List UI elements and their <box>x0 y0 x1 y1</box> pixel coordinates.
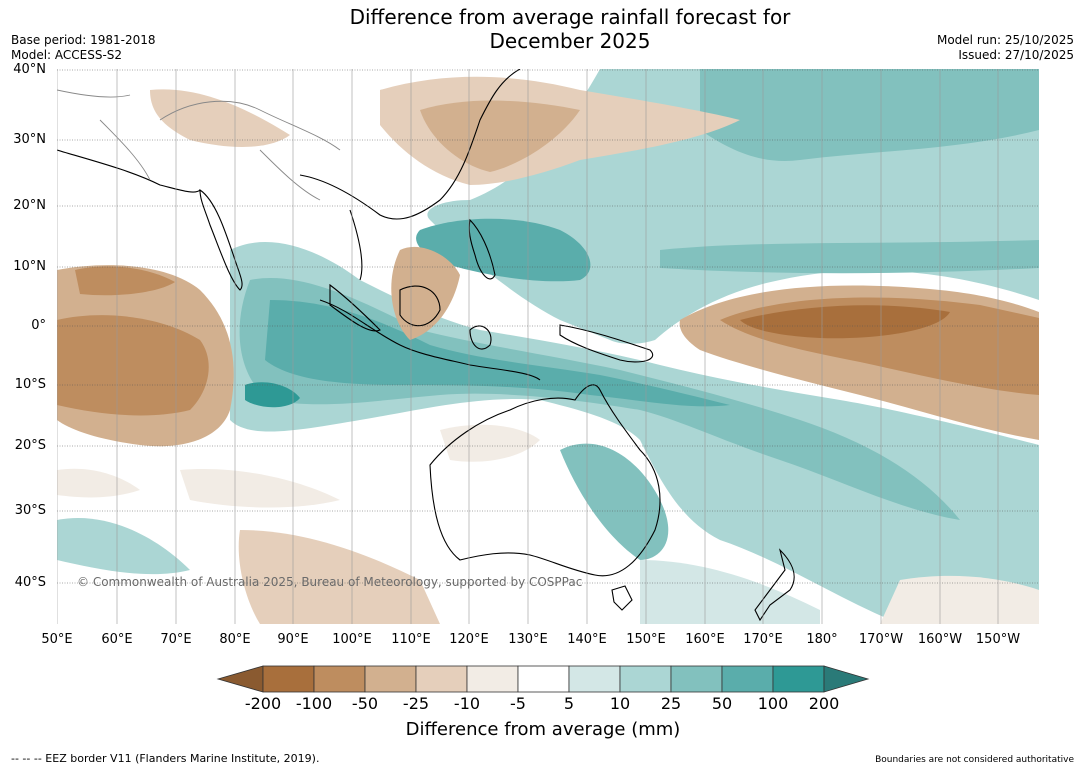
asia-coast-outline <box>299 69 521 220</box>
copyright-text: © Commonwealth of Australia 2025, Bureau… <box>77 575 582 589</box>
malay-peninsula-outline <box>349 209 363 281</box>
colorbar-tick-label: -50 <box>351 694 379 713</box>
colorbar-tick-label: 200 <box>808 694 840 713</box>
longitude-label: 60°E <box>101 632 133 647</box>
longitude-label: 110°E <box>391 632 431 647</box>
longitude-label: 150°W <box>975 632 1021 647</box>
meta-left: Base period: 1981-2018 Model: ACCESS-S2 <box>11 33 156 63</box>
colorbar-label: Difference from average (mm) <box>405 719 681 740</box>
colorbar-over-arrow <box>823 665 870 693</box>
colorbar-tick-label: -25 <box>402 694 430 713</box>
model-name: Model: ACCESS-S2 <box>11 48 123 62</box>
colorbar-segment <box>772 665 825 693</box>
colorbar-segment <box>517 665 570 693</box>
colorbar-tick-label: 10 <box>609 694 631 713</box>
colorbar-segment <box>619 665 672 693</box>
longitude-label: 150°E <box>626 632 666 647</box>
colorbar-segment <box>313 665 366 693</box>
colorbar-tick-label: 5 <box>563 694 575 713</box>
colorbar-tick-label: 25 <box>660 694 682 713</box>
colorbar-tick-label: 100 <box>757 694 789 713</box>
colorbar-segment <box>262 665 315 693</box>
issued-date: Issued: 27/10/2025 <box>958 48 1074 62</box>
new-zealand-outline <box>754 548 795 622</box>
latitude-label: 30°S <box>14 503 46 518</box>
colorbar-segment <box>364 665 417 693</box>
longitude-label: 180° <box>806 632 838 647</box>
colorbar-tick-label: -10 <box>453 694 481 713</box>
colorbar-under-arrow <box>216 665 264 693</box>
title-line-1: Difference from average rainfall forecas… <box>349 5 791 29</box>
longitude-label: 120°E <box>449 632 489 647</box>
map-title: Difference from average rainfall forecas… <box>270 5 870 53</box>
latitude-label: 10°N <box>13 259 46 274</box>
latitude-label: 10°S <box>14 377 46 392</box>
colorbar-tick-label: -100 <box>295 694 333 713</box>
coastlines <box>57 69 795 622</box>
australia-outline <box>429 384 661 577</box>
longitude-label: 50°E <box>41 632 73 647</box>
colorbar-segment <box>568 665 621 693</box>
latitude-label: 30°N <box>13 132 46 147</box>
longitude-label: 130°E <box>508 632 548 647</box>
meta-right: Model run: 25/10/2025 Issued: 27/10/2025 <box>937 33 1074 63</box>
colorbar-segment <box>670 665 723 693</box>
eez-footnote: -- -- -- EEZ border V11 (Flanders Marine… <box>11 752 320 765</box>
colorbar <box>216 665 870 693</box>
base-period: Base period: 1981-2018 <box>11 33 156 47</box>
sumatra-outline <box>329 283 381 332</box>
longitude-label: 90°E <box>277 632 309 647</box>
arabia-outline <box>57 149 201 193</box>
longitude-label: 100°E <box>332 632 372 647</box>
country-borders <box>57 89 341 201</box>
longitude-label: 80°E <box>219 632 251 647</box>
longitude-label: 170°E <box>743 632 783 647</box>
latitude-label: 40°N <box>13 62 46 77</box>
latitude-label: 20°N <box>13 198 46 213</box>
philippines-outline <box>468 218 496 280</box>
title-line-2: December 2025 <box>489 29 651 53</box>
longitude-label: 160°W <box>917 632 963 647</box>
colorbar-segment <box>466 665 519 693</box>
boundaries-disclaimer: Boundaries are not considered authoritat… <box>875 755 1074 765</box>
longitude-label: 140°E <box>567 632 607 647</box>
colorbar-tick-label: -5 <box>510 694 526 713</box>
sulawesi-outline <box>469 325 492 350</box>
colorbar-segment <box>721 665 774 693</box>
borneo-outline <box>399 285 441 327</box>
longitude-label: 70°E <box>160 632 192 647</box>
drier-anomaly-shading <box>57 76 1039 624</box>
colorbar-segment <box>415 665 468 693</box>
latitude-label: 0° <box>31 318 46 333</box>
java-outline <box>319 299 541 381</box>
colorbar-tick-label: -200 <box>244 694 282 713</box>
longitude-label: 160°E <box>685 632 725 647</box>
latitude-label: 20°S <box>14 438 46 453</box>
longitude-label: 170°W <box>858 632 904 647</box>
model-run: Model run: 25/10/2025 <box>936 33 1074 47</box>
tasmania-outline <box>611 585 633 611</box>
latitude-label: 40°S <box>14 575 46 590</box>
graticule <box>57 69 1039 624</box>
colorbar-tick-label: 50 <box>711 694 733 713</box>
india-outline <box>199 188 243 291</box>
